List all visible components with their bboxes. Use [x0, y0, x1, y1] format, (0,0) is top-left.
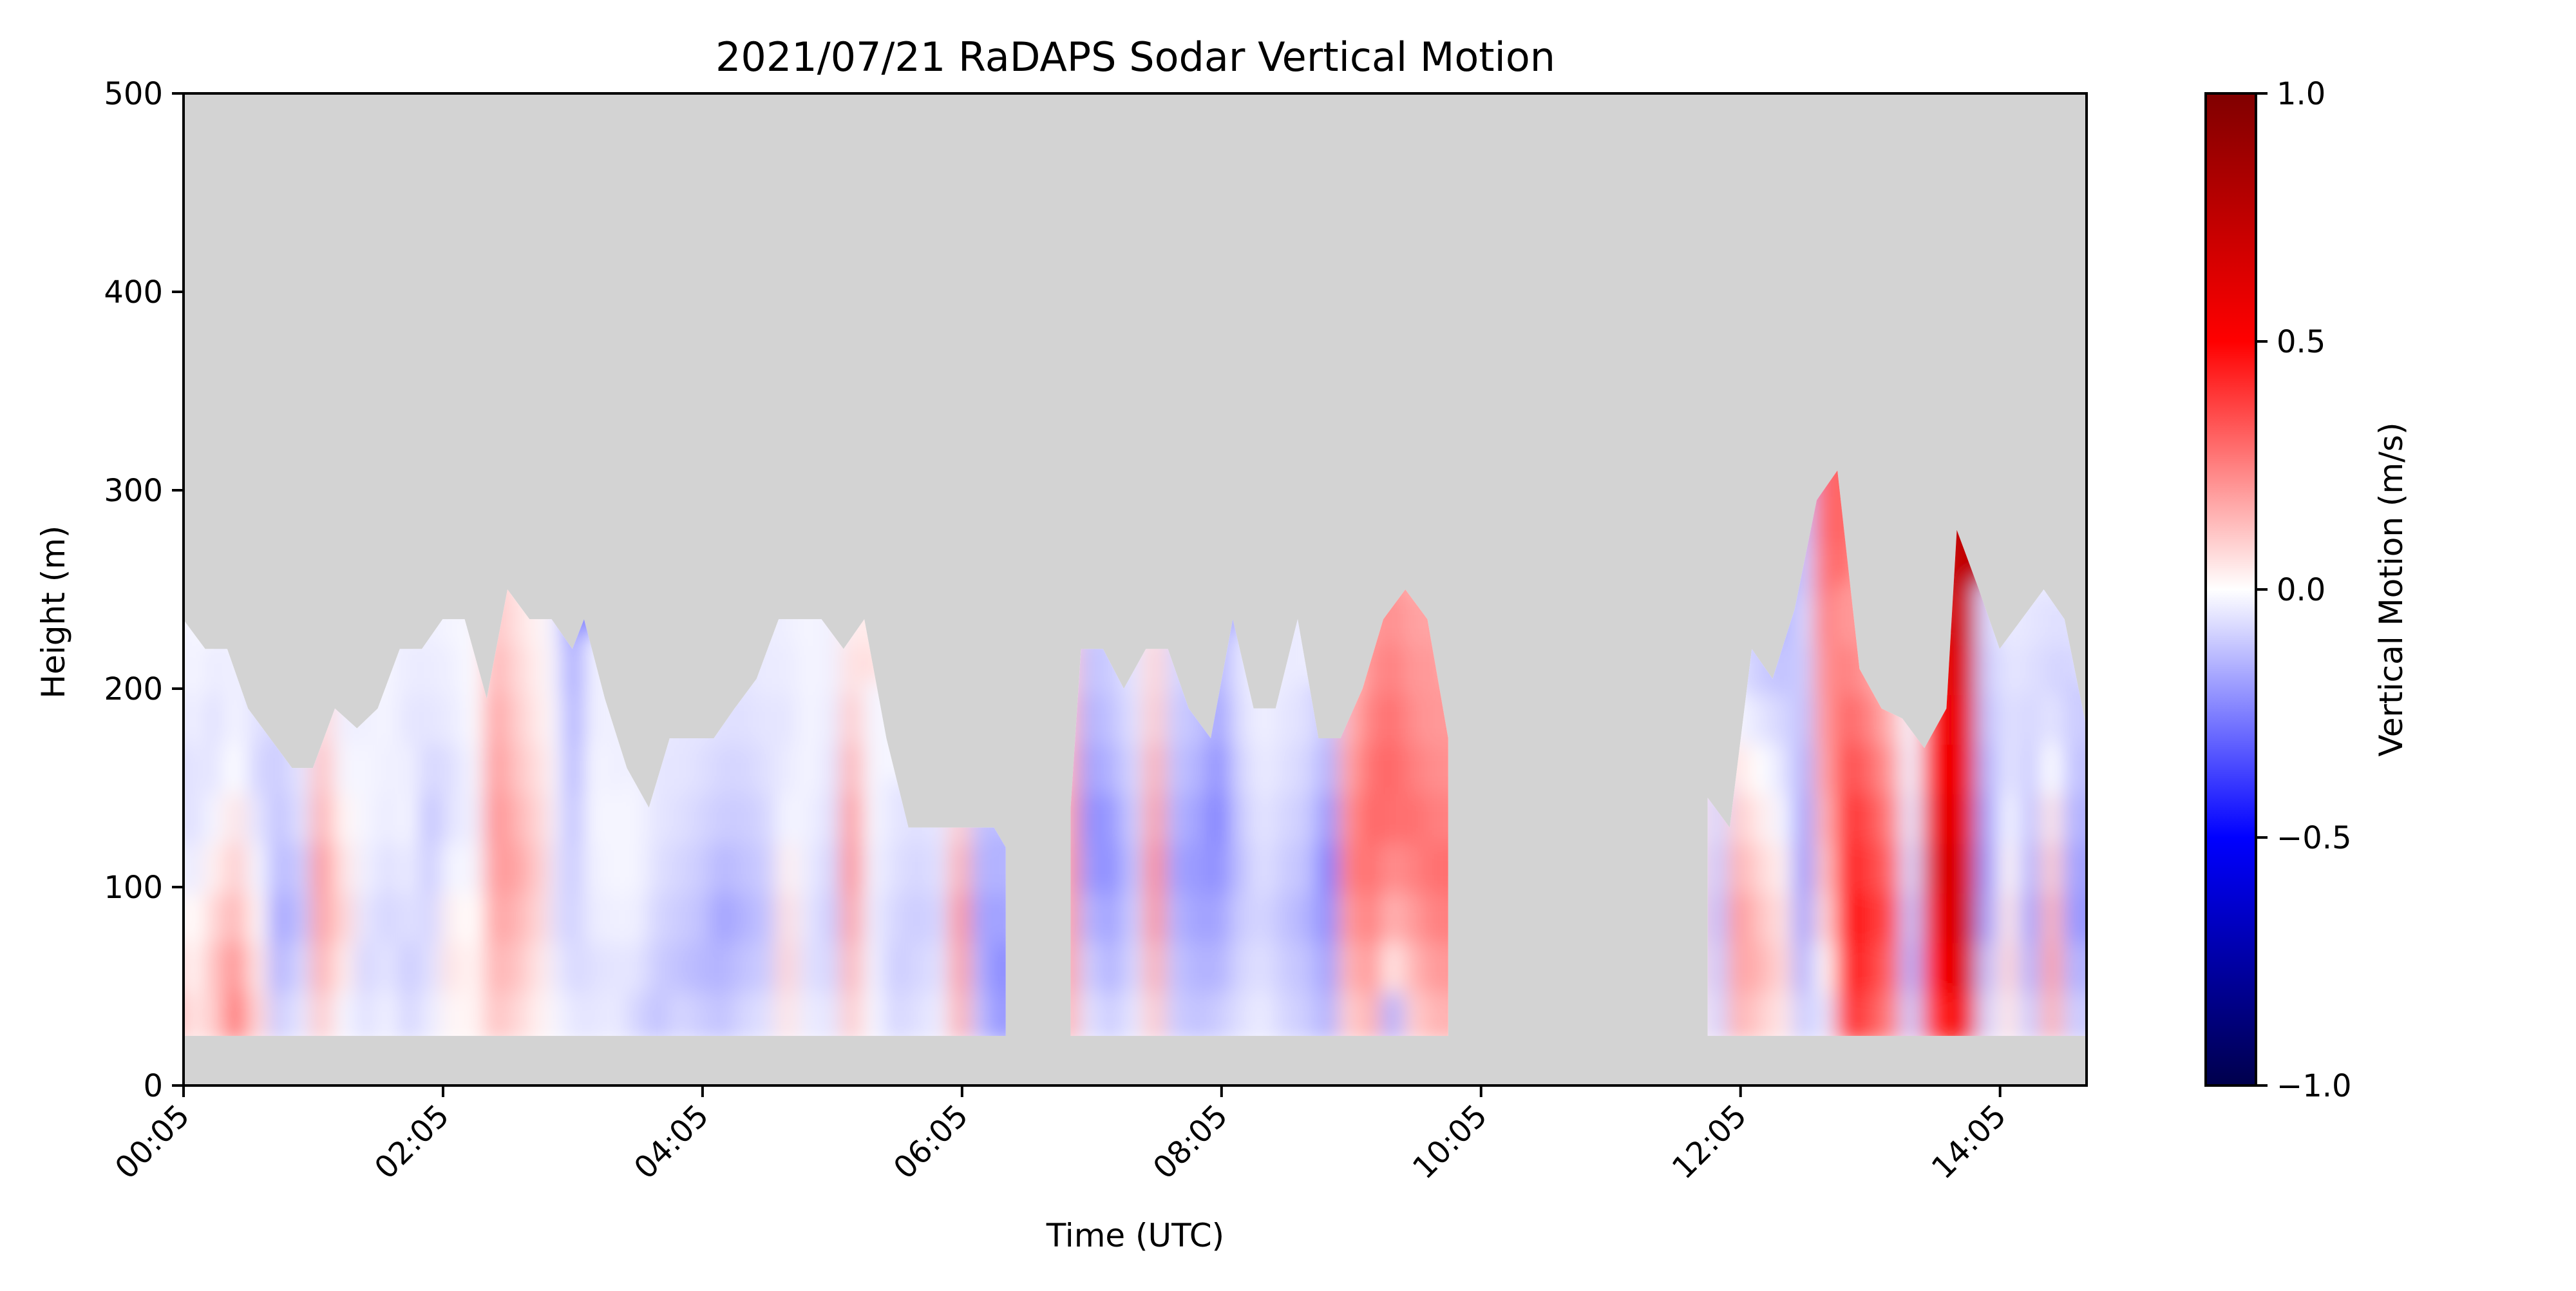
x-tick-label: 14:05	[1925, 1098, 2013, 1186]
y-axis: 0 100 200 300 400 500	[104, 76, 184, 1104]
y-axis-label: Height (m)	[35, 526, 72, 699]
colorbar-axis: 1.0 0.5 0.0 −0.5 −1.0	[2256, 76, 2352, 1104]
x-axis-label: Time (UTC)	[1046, 1217, 1224, 1254]
x-tick-label: 06:05	[887, 1098, 975, 1186]
x-tick-label: 04:05	[627, 1098, 715, 1186]
y-tick-label: 200	[104, 671, 163, 707]
colorbar-tick-label: −1.0	[2277, 1068, 2352, 1104]
colorbar-tick-label: 1.0	[2277, 76, 2325, 112]
data-segment-1	[184, 589, 1006, 1036]
colorbar-label: Vertical Motion (m/s)	[2372, 422, 2410, 756]
y-tick-label: 400	[104, 274, 163, 311]
x-tick-label: 02:05	[368, 1098, 456, 1186]
y-tick-label: 500	[104, 76, 163, 112]
x-tick-label: 08:05	[1146, 1098, 1235, 1186]
chart-title: 2021/07/21 RaDAPS Sodar Vertical Motion	[715, 33, 1555, 81]
colorbar-tick-label: 0.0	[2277, 572, 2325, 608]
x-tick-label: 00:05	[108, 1098, 196, 1186]
x-axis: 00:05 02:05 04:05 06:05 08:05 10:05 12:05 14:05	[108, 1085, 2013, 1186]
y-tick-label: 0	[143, 1068, 163, 1104]
colorbar-tick-label: −0.5	[2277, 820, 2352, 856]
colorbar-tick-label: 0.5	[2277, 324, 2325, 360]
y-tick-label: 300	[104, 473, 163, 509]
y-tick-label: 100	[104, 870, 163, 906]
plot-frame	[182, 92, 2088, 1087]
x-tick-label: 10:05	[1406, 1098, 1494, 1186]
colorbar	[2204, 92, 2257, 1087]
x-tick-label: 12:05	[1665, 1098, 1754, 1186]
